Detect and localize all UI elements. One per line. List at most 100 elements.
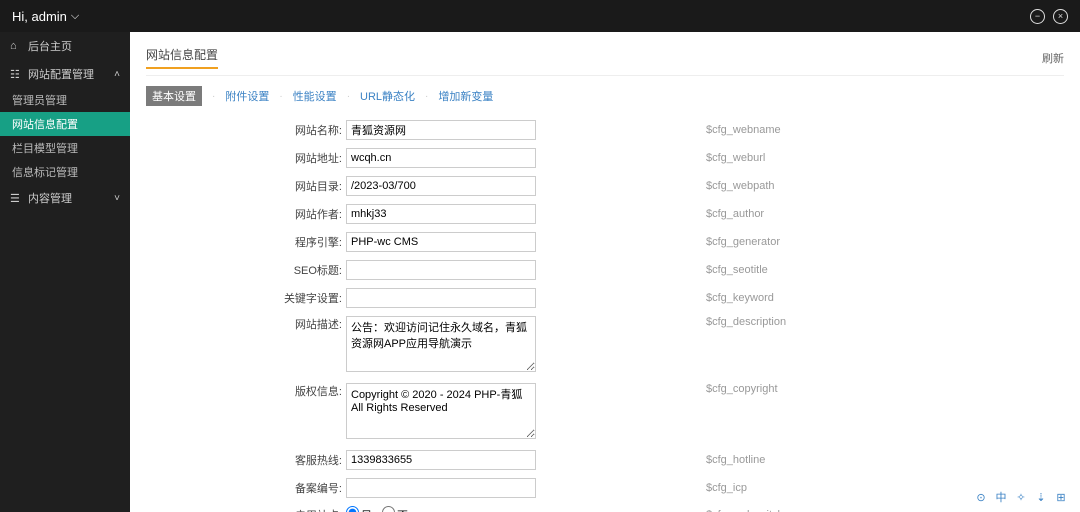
form-row: 网站地址: $cfg_weburl	[146, 144, 1064, 172]
radio-option-yes[interactable]: 是	[346, 506, 372, 512]
field-control	[346, 478, 706, 498]
close-icon[interactable]: ×	[1053, 9, 1068, 24]
assist-icon-a[interactable]: ⊙	[974, 490, 988, 504]
home-icon: ⌂	[10, 40, 22, 52]
sidebar-sub-siteinfo[interactable]: 网站信息配置	[0, 112, 130, 136]
form-row: 网站描述: $cfg_description	[146, 312, 1064, 379]
gear-icon: ☷	[10, 68, 22, 81]
field-control	[346, 450, 706, 470]
field-variable: $cfg_description	[706, 316, 786, 328]
text-input[interactable]	[346, 204, 536, 224]
page-title: 网站信息配置	[146, 46, 218, 69]
sidebar-item-label: 网站配置管理	[28, 66, 94, 82]
field-control	[346, 383, 706, 442]
text-input[interactable]	[346, 450, 536, 470]
tab-attach[interactable]: 附件设置	[225, 88, 269, 104]
form-row: 客服热线: $cfg_hotline	[146, 446, 1064, 474]
radio-option-no[interactable]: 否	[382, 506, 408, 512]
sidebar: ⌂ 后台主页 ☷ 网站配置管理 ˄ 管理员管理 网站信息配置 栏目模型管理 信息…	[0, 32, 130, 512]
field-control	[346, 288, 706, 308]
sidebar-item-label: 网站信息配置	[12, 116, 78, 132]
sidebar-item-label: 栏目模型管理	[12, 140, 78, 156]
list-icon: ☰	[10, 192, 22, 205]
assist-icon-d[interactable]: ⇣	[1034, 490, 1048, 504]
field-variable: $cfg_generator	[706, 236, 780, 248]
field-control	[346, 260, 706, 280]
field-variable: $cfg_webname	[706, 124, 781, 136]
form-row: 关键字设置:$cfg_keyword	[146, 284, 1064, 312]
assist-icon-e[interactable]: ⊞	[1054, 490, 1068, 504]
field-label: 网站目录:	[146, 178, 346, 194]
assist-icon-c[interactable]: ✧	[1014, 490, 1028, 504]
field-variable: $cfg_icp	[706, 482, 747, 494]
text-input[interactable]	[346, 260, 536, 280]
form-row: SEO标题: $cfg_seotitle	[146, 256, 1064, 284]
text-input[interactable]	[346, 478, 536, 498]
text-input[interactable]	[346, 288, 536, 308]
chevron-up-icon: ˄	[114, 69, 120, 80]
greeting-dropdown[interactable]: Hi, admin ⌵	[12, 9, 79, 24]
text-input[interactable]	[346, 176, 536, 196]
refresh-button[interactable]: 刷新	[1042, 50, 1064, 66]
field-label: 程序引擎:	[146, 234, 346, 250]
sidebar-item-label: 管理员管理	[12, 92, 67, 108]
sidebar-item-label: 后台主页	[28, 38, 72, 54]
field-label: 启用站点:	[146, 507, 346, 512]
field-label: 版权信息:	[146, 383, 346, 399]
tab-url[interactable]: URL静态化	[360, 88, 415, 104]
textarea-input[interactable]	[346, 316, 536, 372]
chevron-down-icon: ⌵	[71, 10, 79, 23]
greeting-text: Hi, admin	[12, 9, 67, 24]
tabs: 基本设置 · 附件设置 · 性能设置 · URL静态化 · 增加新变量	[146, 86, 1064, 106]
field-variable: $cfg_author	[706, 208, 764, 220]
form-row: 版权信息: $cfg_copyright	[146, 379, 1064, 446]
field-variable: $cfg_copyright	[706, 383, 778, 395]
field-variable: $cfg_hotline	[706, 454, 765, 466]
field-label: 网站地址:	[146, 150, 346, 166]
field-control	[346, 176, 706, 196]
field-label: SEO标题:	[146, 262, 346, 278]
text-input[interactable]	[346, 148, 536, 168]
textarea-input[interactable]	[346, 383, 536, 439]
sidebar-sub-tag[interactable]: 信息标记管理	[0, 160, 130, 184]
field-label: 客服热线:	[146, 452, 346, 468]
radio-input[interactable]	[346, 506, 359, 512]
form-row: 备案编号: $cfg_icp	[146, 474, 1064, 502]
field-label: 网站描述:	[146, 316, 346, 332]
field-variable: $cfg_webpath	[706, 180, 775, 192]
sidebar-item-label: 内容管理	[28, 190, 72, 206]
sidebar-sub-admin[interactable]: 管理员管理	[0, 88, 130, 112]
radio-group: 是否	[346, 506, 706, 512]
field-control	[346, 316, 706, 375]
field-label: 备案编号:	[146, 480, 346, 496]
minimize-icon[interactable]: −	[1030, 9, 1045, 24]
tab-basic[interactable]: 基本设置	[146, 86, 202, 106]
sidebar-item-content[interactable]: ☰ 内容管理 ˅	[0, 184, 130, 212]
field-variable: $cfg_seotitle	[706, 264, 768, 276]
field-variable: $cfg_weburl	[706, 152, 765, 164]
field-label: 网站作者:	[146, 206, 346, 222]
tab-addvar[interactable]: 增加新变量	[438, 88, 493, 104]
sidebar-sub-column[interactable]: 栏目模型管理	[0, 136, 130, 160]
chevron-down-icon: ˅	[114, 193, 120, 204]
text-input[interactable]	[346, 120, 536, 140]
sidebar-item-label: 信息标记管理	[12, 164, 78, 180]
form-row: 网站作者: $cfg_author	[146, 200, 1064, 228]
form-row: 网站名称: $cfg_webname	[146, 116, 1064, 144]
field-control	[346, 120, 706, 140]
form-row: 启用站点:是否$cfg_webswitch	[146, 502, 1064, 512]
radio-input[interactable]	[382, 506, 395, 512]
sidebar-item-home[interactable]: ⌂ 后台主页	[0, 32, 130, 60]
assist-icon-b[interactable]: 中	[994, 490, 1008, 504]
field-label: 关键字设置:	[146, 290, 346, 306]
field-label: 网站名称:	[146, 122, 346, 138]
form-rows: 网站名称: $cfg_webname 网站地址: $cfg_weburl 网站目录: $c…	[146, 116, 1064, 512]
field-variable: $cfg_webswitch	[706, 509, 784, 512]
text-input[interactable]	[346, 232, 536, 252]
sidebar-item-config[interactable]: ☷ 网站配置管理 ˄	[0, 60, 130, 88]
tab-perf[interactable]: 性能设置	[293, 88, 337, 104]
assist-toolbar: ⊙ 中 ✧ ⇣ ⊞	[974, 490, 1068, 504]
field-control: 是否	[346, 506, 706, 512]
field-control	[346, 232, 706, 252]
form-row: 程序引擎: $cfg_generator	[146, 228, 1064, 256]
